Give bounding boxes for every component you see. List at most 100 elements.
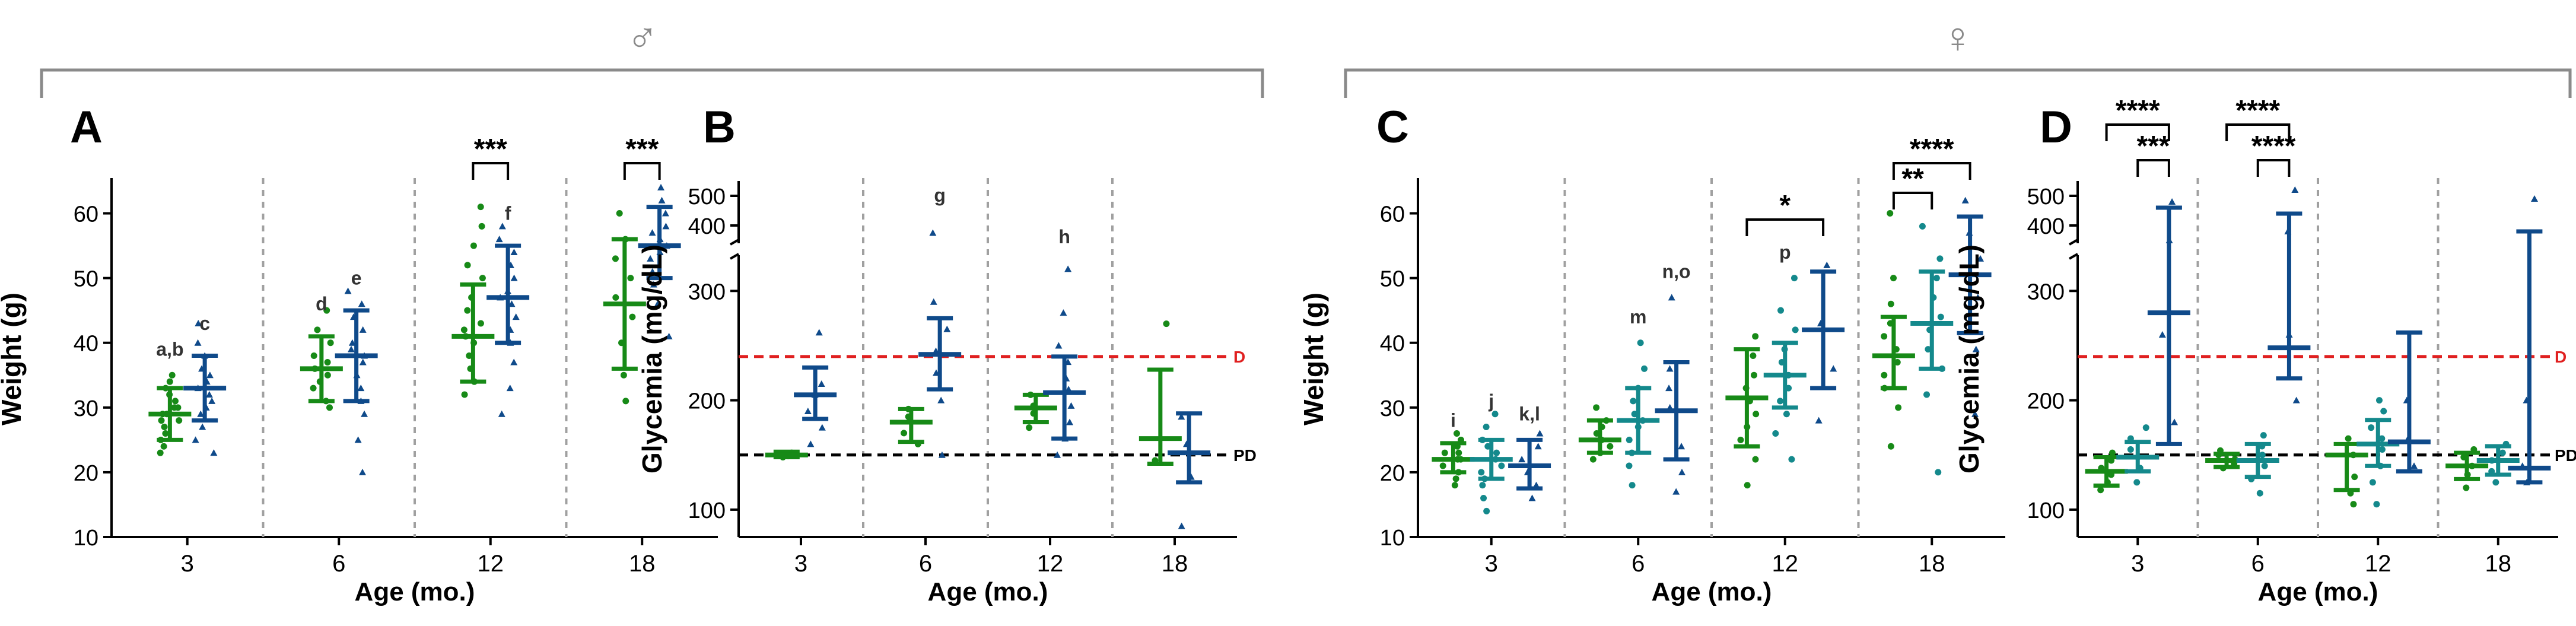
data-point — [1455, 449, 1462, 456]
data-point — [354, 436, 362, 443]
data-point — [324, 371, 331, 379]
data-point — [1678, 443, 1685, 450]
data-point — [1750, 371, 1757, 379]
data-point — [323, 307, 330, 314]
y-tick-label: 400 — [2027, 214, 2065, 239]
data-point — [1064, 265, 1072, 272]
x-tick-label: 3 — [1485, 551, 1498, 577]
data-point — [1439, 462, 1446, 469]
data-point — [943, 325, 951, 332]
data-point — [2259, 452, 2266, 459]
data-point — [477, 320, 484, 327]
significance-bracket — [1892, 162, 1971, 180]
x-axis-title: Age (mo.) — [928, 577, 1048, 606]
significance-label: *** — [625, 134, 659, 165]
x-tick-label: 12 — [478, 551, 504, 577]
x-axis-title: Age (mo.) — [2258, 577, 2378, 606]
data-point — [359, 358, 367, 366]
data-point — [310, 352, 317, 360]
data-point — [171, 398, 179, 405]
data-point — [815, 329, 823, 336]
y-tick-label: 30 — [1380, 396, 1405, 421]
data-point — [1478, 469, 1485, 476]
data-point — [658, 196, 666, 204]
data-point — [1060, 309, 1067, 316]
data-point — [1067, 402, 1075, 409]
data-point — [1480, 495, 1487, 502]
data-point — [357, 385, 365, 392]
significance-bracket — [1745, 218, 1825, 236]
y-tick-label: 500 — [2027, 185, 2065, 209]
x-axis-title: Age (mo.) — [355, 577, 475, 606]
data-point — [1607, 443, 1614, 450]
group-label: g — [934, 185, 946, 206]
significance-bracket — [2256, 159, 2291, 177]
y-tick-label: 200 — [2027, 389, 2065, 414]
data-point — [1777, 307, 1785, 314]
data-point — [1895, 404, 1902, 411]
data-point — [648, 268, 656, 275]
y-tick-label: 100 — [688, 498, 726, 523]
chart-panel-d: 100 200 300 400 500 D Glycemia (mg/dL) Age (mo.… — [1954, 95, 2576, 606]
male-group-header: ♂ — [40, 14, 1264, 98]
y-tick-label: 200 — [688, 389, 726, 414]
data-point — [460, 326, 468, 333]
data-point — [2256, 490, 2263, 497]
data-point — [1453, 430, 1460, 437]
data-point — [192, 436, 199, 443]
data-point — [347, 345, 355, 352]
axis-break-mark — [2069, 239, 2078, 246]
data-point — [1637, 339, 1644, 347]
axis-break-mark — [730, 253, 739, 260]
data-point — [2369, 479, 2376, 486]
data-point — [157, 449, 164, 456]
data-point — [1788, 456, 1795, 463]
data-point — [1528, 494, 1536, 501]
data-point — [162, 430, 169, 437]
data-point — [498, 410, 505, 417]
reference-line-label: D — [2555, 348, 2567, 366]
data-point — [512, 313, 520, 320]
data-point — [348, 339, 356, 346]
y-tick-label: 50 — [74, 267, 98, 292]
data-point — [818, 380, 825, 387]
y-tick-label: 400 — [688, 214, 726, 239]
data-point — [929, 229, 937, 236]
data-point — [1972, 345, 1980, 352]
x-tick-label: 3 — [2131, 551, 2144, 577]
significance-bracket — [623, 162, 661, 180]
data-point — [2380, 408, 2387, 415]
group-label: a,b — [156, 339, 183, 360]
data-point — [1935, 469, 1942, 476]
x-tick-label: 3 — [181, 551, 194, 577]
group-label: n,o — [1662, 261, 1691, 282]
data-point — [1792, 326, 1799, 333]
data-point — [818, 424, 826, 431]
significance-bracket — [2136, 159, 2170, 177]
data-point — [1491, 411, 1499, 418]
data-point — [1518, 456, 1526, 463]
data-point — [2260, 432, 2267, 439]
data-point — [477, 204, 484, 211]
chart-panel-a: 10 20 30 40 50 60 A Weight (g) Age (mo.) 3 6 12 18 a,… — [0, 102, 718, 606]
data-point — [1479, 482, 1486, 489]
data-point — [1629, 482, 1636, 489]
panel-label: A — [70, 102, 103, 152]
reference-line-label: PD — [1233, 446, 1257, 465]
y-tick-label: 60 — [1380, 202, 1405, 227]
significance-bracket — [1892, 192, 1933, 209]
data-point — [1974, 294, 1982, 301]
data-point — [627, 275, 634, 282]
x-tick-label: 18 — [2485, 551, 2512, 577]
data-point — [1534, 443, 1542, 450]
data-point — [1830, 365, 1837, 372]
data-point — [461, 391, 468, 398]
data-point — [1641, 365, 1648, 372]
data-point — [2368, 424, 2375, 431]
data-point — [647, 255, 654, 262]
y-axis-title: Glycemia (mg/dL) — [637, 244, 667, 474]
group-label: h — [1058, 226, 1070, 247]
data-point — [464, 307, 471, 314]
axis-break-mark — [730, 239, 739, 246]
data-point — [1783, 411, 1790, 418]
